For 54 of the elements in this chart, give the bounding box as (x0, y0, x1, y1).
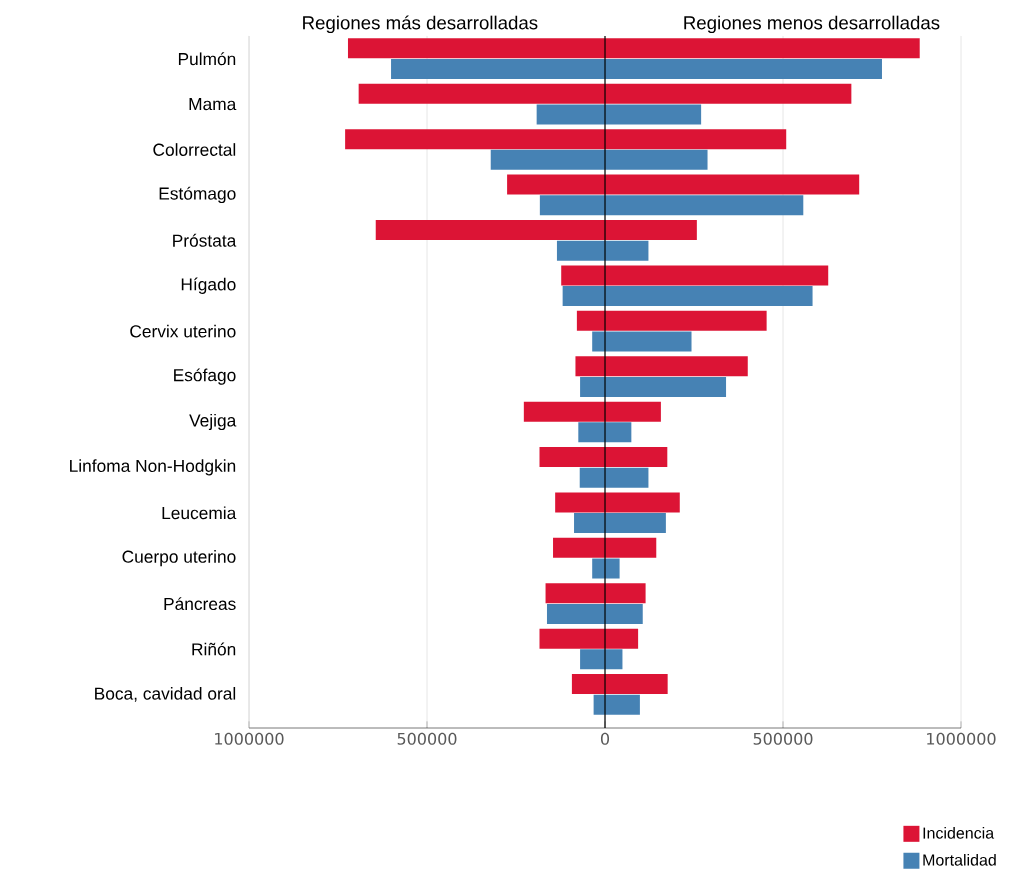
y-tick-label: Cervix uterino (130, 324, 236, 338)
bar (347, 38, 920, 59)
x-tick-label: 1000000 (215, 732, 284, 745)
bar (562, 286, 813, 307)
bar (578, 422, 632, 443)
y-tick-label: Cuerpo uterino (122, 550, 236, 567)
bar (580, 376, 727, 397)
bar (592, 331, 692, 352)
bar (358, 83, 852, 104)
bar (539, 195, 804, 216)
bar (536, 104, 702, 125)
y-tick-label: Próstata (173, 233, 237, 247)
y-tick-label: Mama (189, 98, 237, 111)
legend-label: Mortalidad (923, 853, 996, 866)
bar (345, 129, 787, 150)
y-tick-label: Vejiga (189, 413, 237, 431)
y-tick-label: Estómago (159, 186, 236, 204)
bar (592, 558, 620, 579)
bar (555, 492, 680, 513)
bar (561, 265, 829, 286)
y-tick-label: Leucemia (162, 506, 237, 520)
y-tick-label: Páncreas (164, 597, 236, 611)
y-tick-label: Hígado (181, 277, 236, 294)
x-tick-label: 1000000 (927, 732, 996, 745)
bar (580, 649, 623, 670)
bar (545, 583, 646, 604)
bar (571, 674, 668, 695)
y-tick-label: Riñón (192, 642, 236, 656)
bar (539, 447, 668, 468)
bar (391, 59, 882, 80)
y-tick-label: Linfoma Non-Hodgkin (70, 459, 236, 476)
bar (593, 694, 640, 715)
text: Regiones más desarrolladas (303, 15, 538, 34)
bar (507, 174, 860, 195)
y-tick-label: Boca, cavidad oral (95, 687, 236, 702)
x-tick-label: 0 (600, 732, 610, 745)
bar (576, 310, 767, 331)
y-tick-label: Pulmón (178, 52, 236, 66)
y-tick-label: Esófago (174, 368, 236, 385)
text: Regiones menos desarrolladas (684, 15, 940, 34)
bar (575, 356, 748, 377)
x-tick-label: 500000 (397, 732, 457, 745)
bar (579, 467, 649, 488)
bar (553, 537, 657, 558)
bar (539, 628, 639, 649)
x-tick-label: 500000 (753, 732, 813, 745)
bar (375, 220, 697, 240)
bar (523, 401, 661, 422)
bar (574, 513, 666, 534)
legend-label: Incidencia (923, 827, 995, 839)
bar (490, 149, 708, 170)
bar (556, 240, 649, 261)
bar (546, 603, 643, 624)
y-tick-label: Colorrectal (153, 143, 236, 156)
